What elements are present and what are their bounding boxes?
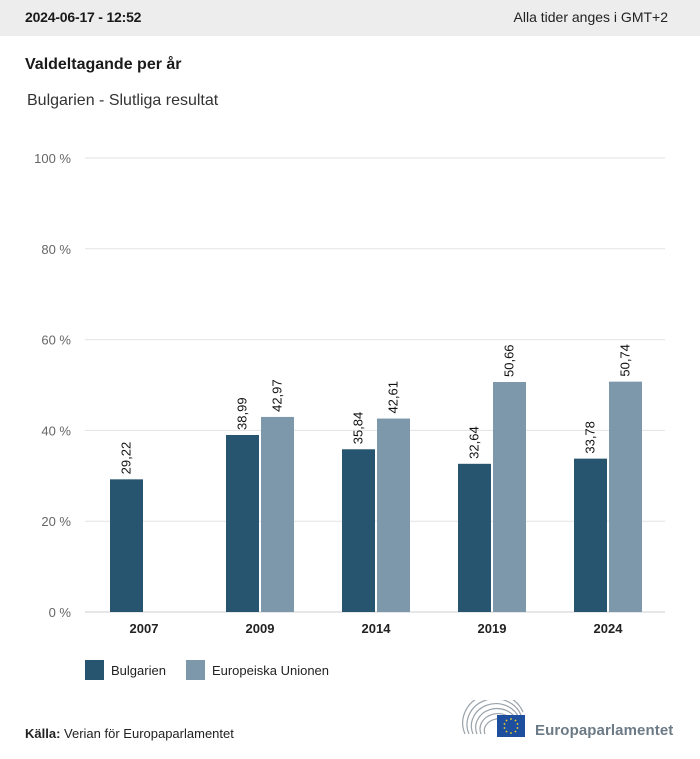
- eu-flag-icon: [497, 715, 525, 737]
- data-label: 35,84: [351, 412, 366, 445]
- y-tick-label: 100 %: [34, 151, 71, 166]
- data-label: 33,78: [583, 421, 598, 454]
- data-label: 50,74: [618, 344, 633, 377]
- legend-label: Europeiska Unionen: [211, 662, 330, 678]
- y-tick-label: 0 %: [49, 605, 72, 620]
- bar-chart: 0 % 20 % 40 % 60 % 80 % 100 % 2007 29,22 2009 38,…: [34, 151, 665, 636]
- x-tick-label: 2009: [246, 621, 275, 636]
- bar-eu: [377, 418, 410, 612]
- bar-bulgarien: [342, 449, 375, 612]
- data-label: 29,22: [119, 442, 134, 475]
- hemicycle-icon: [462, 693, 525, 737]
- legend-label: Bulgarien: [111, 662, 166, 678]
- logo-text: Europaparlamentet: [535, 722, 674, 739]
- source-label: Källa:: [25, 726, 61, 741]
- y-tick-label: 80 %: [41, 242, 71, 257]
- bar-bulgarien: [574, 458, 607, 612]
- bar-bulgarien: [110, 479, 143, 612]
- bar-bulgarien: [458, 463, 491, 612]
- chart-subtitle: Bulgarien - Slutliga resultat: [27, 92, 219, 109]
- data-label: 42,61: [386, 381, 401, 414]
- data-label: 42,97: [270, 379, 285, 412]
- source-note: Källa: Verian för Europaparlamentet: [25, 726, 234, 741]
- bar-bulgarien: [226, 434, 259, 612]
- data-label: 38,99: [235, 397, 250, 430]
- bar-eu: [609, 381, 642, 612]
- x-tick-label: 2014: [362, 621, 392, 636]
- data-label: 32,64: [467, 426, 482, 459]
- bar-eu: [261, 416, 294, 612]
- chart-title: Valdeltagande per år: [25, 56, 182, 73]
- legend-item-bulgarien[interactable]: Bulgarien: [85, 660, 166, 680]
- y-tick-label: 60 %: [41, 333, 71, 348]
- x-tick-label: 2007: [130, 621, 159, 636]
- x-tick-label: 2019: [478, 621, 507, 636]
- source-text: Verian för Europaparlamentet: [64, 726, 234, 741]
- timezone-note: Alla tider anges i GMT+2: [513, 9, 668, 25]
- top-bar: 2024-06-17 - 12:52 Alla tider anges i GM…: [0, 0, 700, 36]
- timestamp: 2024-06-17 - 12:52: [25, 9, 142, 25]
- bar-eu: [493, 382, 526, 612]
- legend-swatch-bulgarien: [85, 660, 104, 680]
- legend: Bulgarien Europeiska Unionen: [85, 660, 349, 680]
- legend-swatch-eu: [185, 660, 205, 680]
- y-tick-label: 20 %: [41, 514, 71, 529]
- y-tick-label: 40 %: [41, 423, 71, 438]
- x-tick-label: 2024: [594, 621, 624, 636]
- data-label: 50,66: [502, 344, 517, 377]
- europarl-logo[interactable]: Europaparlamentet: [461, 693, 681, 740]
- legend-item-eu[interactable]: Europeiska Unionen: [185, 660, 330, 680]
